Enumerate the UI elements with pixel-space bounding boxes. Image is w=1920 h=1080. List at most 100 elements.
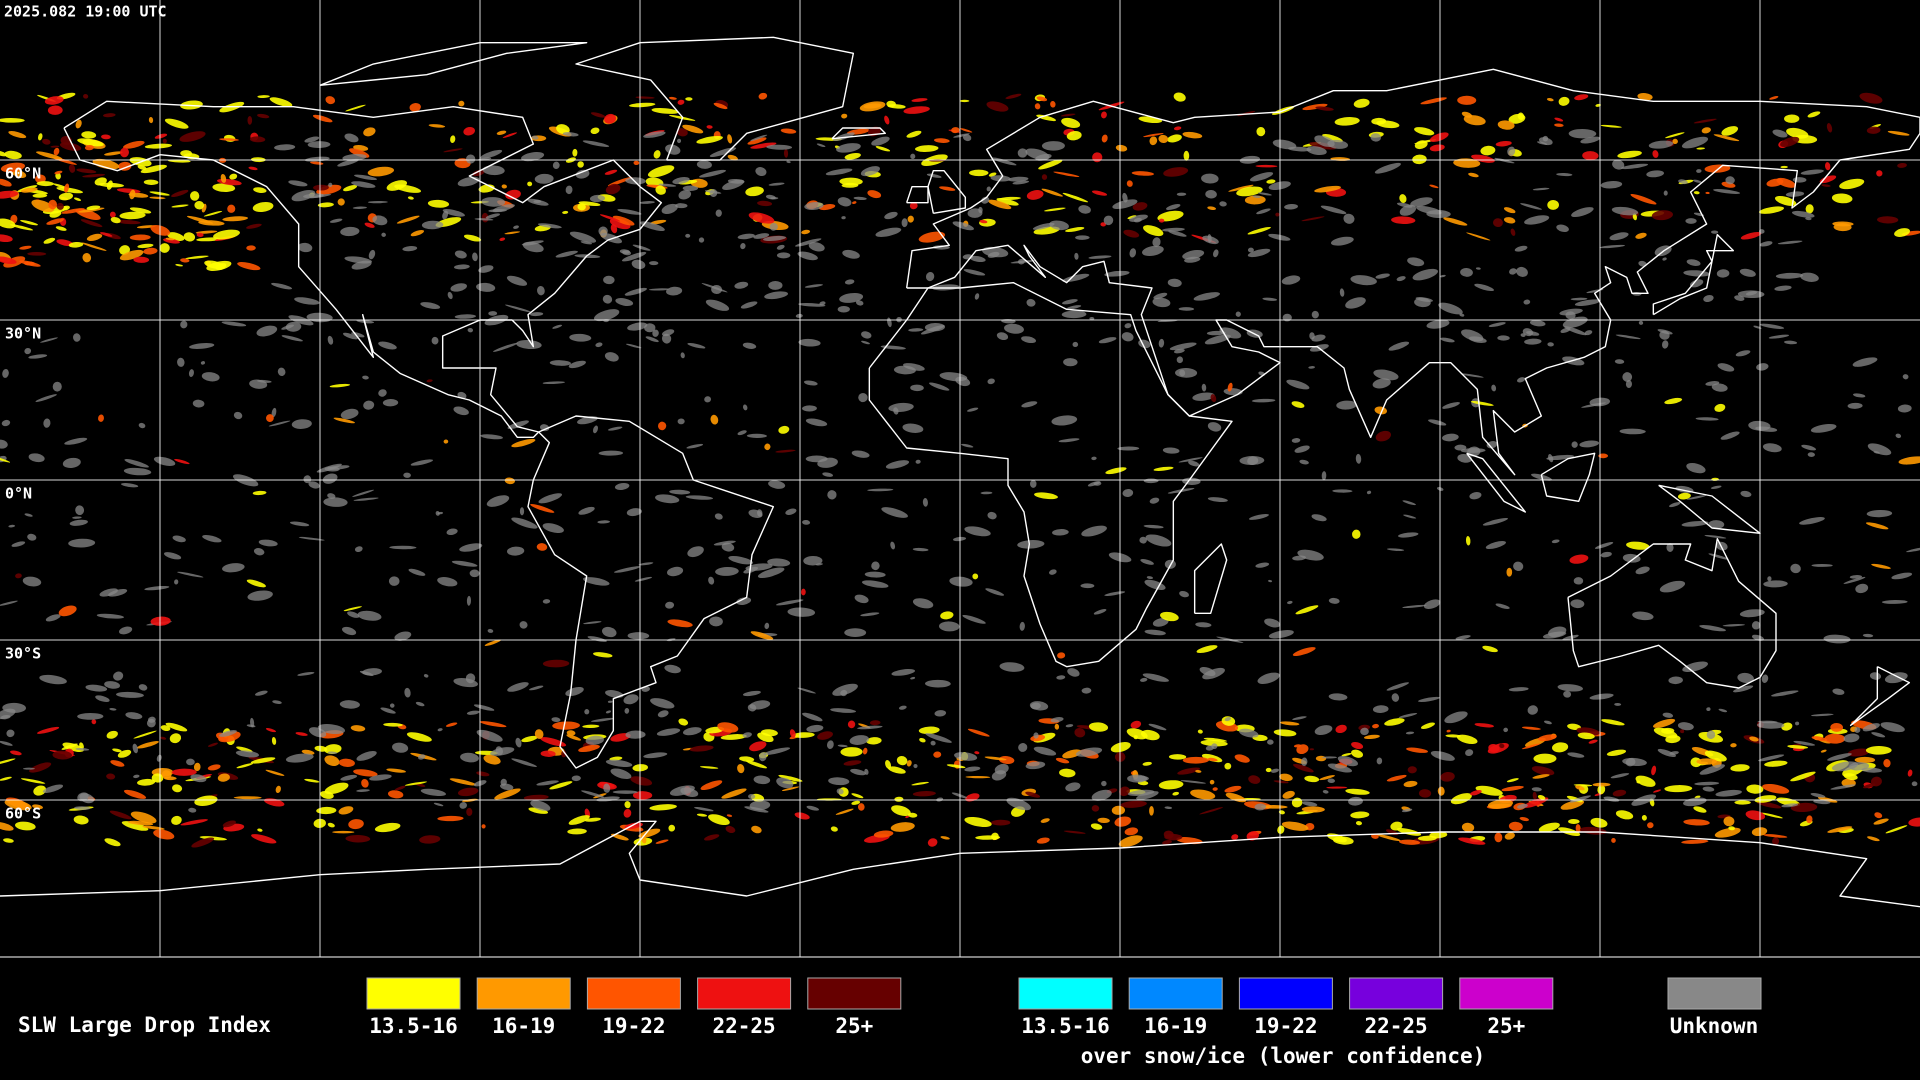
cloud-patch: [80, 219, 103, 228]
cloud-patch: [708, 814, 730, 826]
cloud-patch: [1806, 815, 1813, 824]
cloud-patch: [901, 218, 908, 228]
cloud-patch: [768, 182, 785, 186]
cloud-patch: [1295, 605, 1319, 615]
cloud-patch: [0, 218, 16, 229]
cloud-patch: [374, 822, 401, 833]
cloud-patch: [852, 201, 857, 204]
cloud-patch: [222, 563, 245, 573]
cloud-patch: [844, 152, 861, 160]
cloud-patch: [447, 291, 453, 300]
cloud-patch: [1149, 497, 1160, 504]
cloud-patch: [76, 168, 97, 174]
cloud-patch: [94, 177, 107, 186]
cloud-patch: [1504, 832, 1515, 840]
cloud-patch: [1207, 757, 1218, 762]
cloud-patch: [1088, 722, 1109, 732]
cloud-patch: [1610, 773, 1630, 779]
cloud-patch: [1763, 834, 1788, 838]
cloud-patch: [1345, 788, 1370, 795]
cloud-patch: [457, 787, 479, 797]
cloud-patch: [980, 491, 993, 495]
cloud-patch: [1304, 775, 1320, 783]
cloud-patch: [1768, 334, 1790, 339]
cloud-patch: [1399, 194, 1407, 204]
cloud-patch: [540, 750, 556, 757]
coastline: [1568, 539, 1776, 688]
cloud-patch: [0, 234, 13, 243]
cloud-patch: [700, 780, 723, 791]
cloud-patch: [964, 816, 992, 827]
cloud-patch: [1399, 839, 1421, 845]
cloud-patch: [64, 183, 70, 193]
cloud-patch: [1273, 729, 1297, 737]
cloud-patch: [171, 768, 197, 776]
cloud-patch: [1630, 194, 1657, 205]
cloud-patch: [1169, 342, 1197, 351]
cloud-patch: [858, 393, 868, 403]
cloud-patch: [1224, 762, 1232, 770]
cloud-patch: [1061, 310, 1087, 319]
cloud-patch: [1345, 297, 1366, 309]
cloud-patch: [1177, 767, 1201, 775]
cloud-patch: [23, 261, 35, 266]
cloud-patch: [938, 621, 960, 632]
cloud-patch: [1611, 206, 1639, 216]
cloud-patch: [1775, 195, 1797, 206]
cloud-patch: [1695, 417, 1719, 421]
cloud-patch: [1063, 358, 1078, 367]
cloud-patch: [119, 249, 144, 261]
cloud-patch: [203, 210, 223, 217]
cloud-patch: [101, 134, 111, 140]
cloud-patch: [1704, 534, 1727, 539]
cloud-patch: [1570, 599, 1585, 609]
cloud-patch: [1182, 756, 1210, 764]
cloud-patch: [830, 826, 838, 832]
cloud-patch: [649, 804, 677, 811]
cloud-patch: [816, 143, 826, 148]
cloud-patch: [1105, 467, 1127, 475]
cloud-patch: [806, 724, 824, 733]
cloud-patch: [106, 730, 118, 739]
cloud-patch: [672, 177, 690, 185]
cloud-patch: [650, 698, 675, 709]
cloud-patch: [144, 585, 170, 591]
cloud-patch: [0, 118, 25, 123]
cloud-patch: [1348, 796, 1363, 806]
legend-swatch: [1349, 977, 1444, 1010]
cloud-patch: [934, 710, 947, 717]
cloud-patch: [1704, 164, 1731, 173]
cloud-patch: [583, 621, 602, 625]
cloud-patch: [19, 245, 32, 250]
cloud-patch: [1740, 490, 1752, 498]
cloud-patch: [696, 135, 723, 144]
cloud-patch: [1301, 806, 1325, 813]
cloud-patch: [8, 130, 27, 139]
cloud-patch: [180, 819, 208, 826]
cloud-patch: [56, 186, 84, 194]
cloud-patch: [333, 417, 355, 424]
cloud-patch: [750, 134, 768, 142]
cloud-patch: [1693, 806, 1707, 813]
cloud-patch: [1417, 835, 1437, 841]
cloud-patch: [655, 494, 680, 504]
cloud-patch: [1415, 297, 1433, 302]
cloud-patch: [501, 184, 507, 189]
cloud-patch: [844, 628, 867, 637]
timestamp: 2025.082 19:00 UTC: [4, 3, 167, 21]
cloud-patch: [1693, 118, 1717, 124]
cloud-patch: [104, 681, 121, 689]
cloud-patch: [91, 719, 97, 725]
cloud-patch: [984, 756, 1007, 761]
cloud-patch: [1143, 524, 1164, 529]
cloud-patch: [787, 607, 816, 617]
cloud-patch: [32, 804, 44, 810]
cloud-patch: [1516, 266, 1528, 277]
cloud-patch: [1429, 184, 1439, 189]
cloud-patch: [162, 138, 167, 144]
cloud-patch: [1120, 800, 1147, 808]
cloud-patch: [487, 628, 494, 633]
cloud-patch: [662, 329, 675, 337]
cloud-patch: [1168, 754, 1187, 760]
cloud-patch: [1799, 517, 1825, 525]
